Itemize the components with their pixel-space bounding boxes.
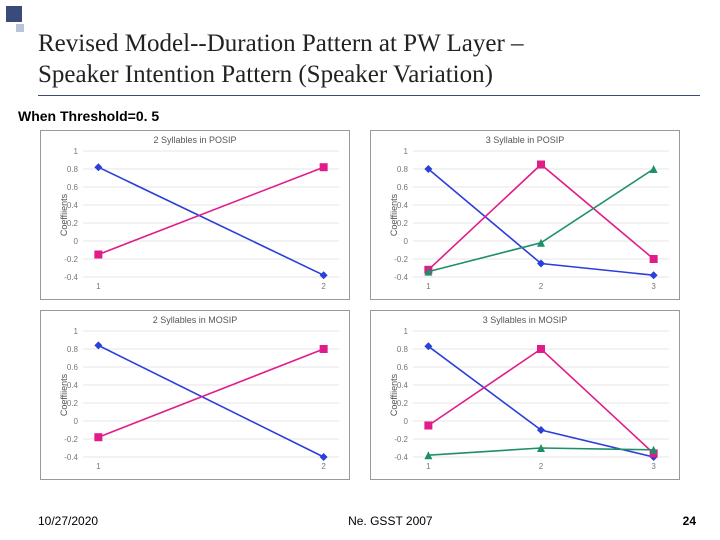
svg-text:0.8: 0.8 [67,345,79,354]
svg-text:1: 1 [96,462,101,471]
svg-text:1: 1 [74,327,79,336]
svg-text:-0.4: -0.4 [394,273,408,282]
page-title: Revised Model--Duration Pattern at PW La… [38,28,700,96]
svg-text:1: 1 [74,147,79,156]
chart-panel-3: 3 Syllables in MOSIP Coeffiients -0.4-0.… [370,310,680,480]
svg-text:-0.2: -0.2 [394,255,408,264]
footer-center: Ne. GSST 2007 [98,514,683,528]
plot-area: -0.4-0.200.20.40.60.81123 [413,331,669,457]
svg-text:2: 2 [539,462,544,471]
svg-text:-0.2: -0.2 [64,255,78,264]
svg-text:0.2: 0.2 [397,219,409,228]
svg-text:0.6: 0.6 [397,363,409,372]
title-line-2: Speaker Intention Pattern (Speaker Varia… [38,61,493,88]
svg-text:0.8: 0.8 [67,165,79,174]
svg-text:3: 3 [651,282,656,291]
chart-title: 3 Syllables in MOSIP [371,315,679,325]
svg-text:0.8: 0.8 [397,345,409,354]
svg-text:-0.4: -0.4 [64,273,78,282]
svg-text:0: 0 [74,417,79,426]
svg-text:0.2: 0.2 [67,219,79,228]
plot-area: -0.4-0.200.20.40.60.81123 [413,151,669,277]
chart-grid: 2 Syllables in POSIP Coeffiients -0.4-0.… [40,130,680,480]
chart-title: 3 Syllable in POSIP [371,135,679,145]
svg-text:0.2: 0.2 [67,399,79,408]
svg-text:1: 1 [404,147,409,156]
footer-date: 10/27/2020 [38,514,98,528]
svg-text:2: 2 [539,282,544,291]
footer-page-number: 24 [683,514,696,528]
svg-text:0.4: 0.4 [397,201,409,210]
plot-area: -0.4-0.200.20.40.60.8112 [83,331,339,457]
svg-text:0.4: 0.4 [67,201,79,210]
chart-panel-2: 2 Syllables in MOSIP Coeffiients -0.4-0.… [40,310,350,480]
svg-text:0.6: 0.6 [397,183,409,192]
svg-text:0.4: 0.4 [397,381,409,390]
chart-title: 2 Syllables in MOSIP [41,315,349,325]
svg-text:1: 1 [404,327,409,336]
svg-text:1: 1 [426,462,431,471]
svg-text:1: 1 [426,282,431,291]
svg-text:-0.4: -0.4 [394,453,408,462]
subtitle: When Threshold=0. 5 [18,108,159,124]
chart-title: 2 Syllables in POSIP [41,135,349,145]
title-line-1: Revised Model--Duration Pattern at PW La… [38,30,524,57]
footer: 10/27/2020 Ne. GSST 2007 24 [0,514,720,528]
svg-text:2: 2 [321,462,326,471]
svg-text:-0.2: -0.2 [64,435,78,444]
chart-panel-1: 3 Syllable in POSIP Coeffiients -0.4-0.2… [370,130,680,300]
svg-text:0.6: 0.6 [67,363,79,372]
svg-text:0.4: 0.4 [67,381,79,390]
svg-text:0: 0 [404,237,409,246]
svg-text:0: 0 [404,417,409,426]
svg-text:3: 3 [651,462,656,471]
svg-text:1: 1 [96,282,101,291]
svg-text:0.8: 0.8 [397,165,409,174]
svg-text:0.2: 0.2 [397,399,409,408]
svg-text:2: 2 [321,282,326,291]
svg-text:-0.4: -0.4 [64,453,78,462]
svg-text:0: 0 [74,237,79,246]
chart-panel-0: 2 Syllables in POSIP Coeffiients -0.4-0.… [40,130,350,300]
plot-area: -0.4-0.200.20.40.60.8112 [83,151,339,277]
svg-text:-0.2: -0.2 [394,435,408,444]
svg-text:0.6: 0.6 [67,183,79,192]
